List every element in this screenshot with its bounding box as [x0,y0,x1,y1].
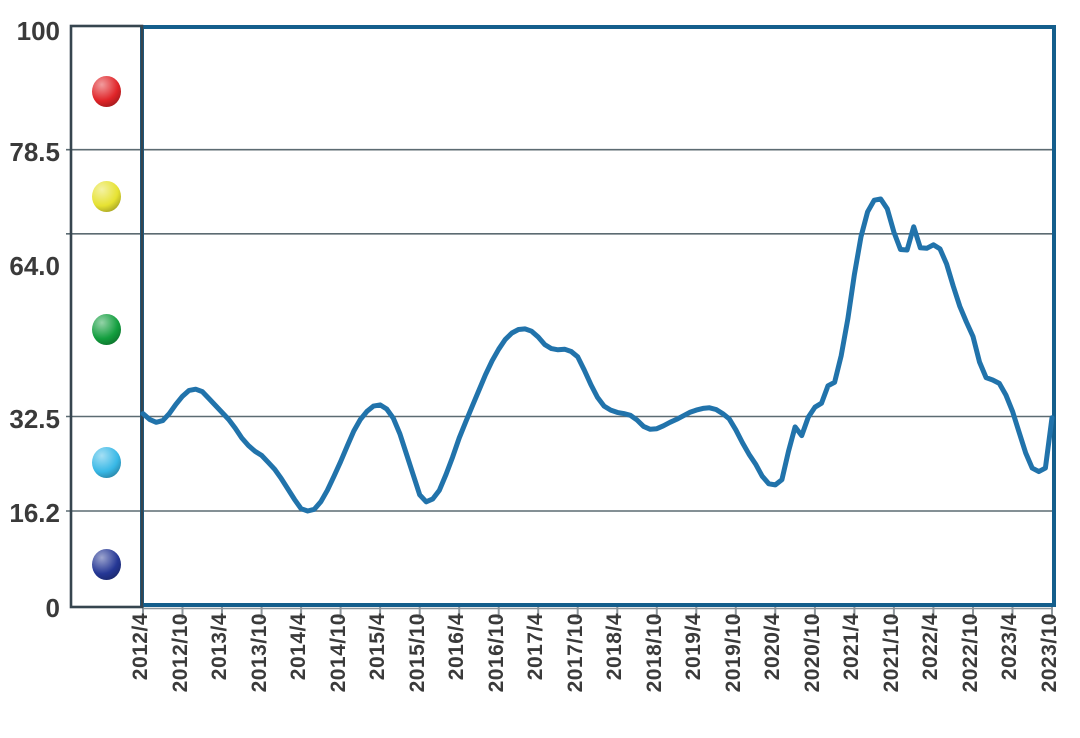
legend-ball-navy [92,549,121,580]
x-axis-label: 2014/10 [327,613,350,693]
x-axis-label: 2012/10 [169,613,192,693]
y-axis-label: 64.0 [9,251,60,281]
x-axis-label: 2015/10 [406,613,429,693]
x-axis-label: 2023/4 [998,613,1021,681]
plot-border [140,25,1056,607]
data-line [140,196,1055,514]
x-axis-label: 2016/4 [445,613,468,681]
y-axis-label: 78.5 [9,137,60,167]
x-axis-label: 2020/10 [801,613,824,693]
x-axis-label: 2012/4 [129,613,152,681]
legend-ball-cyan [92,447,121,478]
x-axis-label: 2021/4 [840,613,863,681]
legend-ball-yellow [92,181,121,212]
x-axis-label: 2017/4 [524,613,547,681]
x-axis-label: 2018/10 [643,613,666,693]
x-axis-label: 2023/10 [1038,613,1061,693]
y-axis-label: 16.2 [9,498,60,528]
x-axis-label: 2013/10 [248,613,271,693]
x-axis-label: 2016/10 [485,613,508,693]
x-axis-label: 2020/4 [761,613,784,681]
x-axis-label: 2022/4 [919,613,942,681]
y-axis-label: 0 [45,593,60,623]
legend-column-border [69,24,144,609]
x-axis-label: 2022/10 [959,613,982,693]
legend-ball-red [92,76,121,107]
x-axis-label: 2021/10 [880,613,903,693]
x-axis-label: 2017/10 [564,613,587,693]
x-axis-label: 2015/4 [366,613,389,681]
x-axis-label: 2013/4 [208,613,231,681]
x-axis-label: 2019/4 [682,613,705,681]
y-axis-label: 32.5 [9,404,60,434]
x-axis-label: 2018/4 [603,613,626,681]
x-axis-label: 2014/4 [287,613,310,681]
y-axis-label: 100 [16,16,60,46]
legend-ball-green [92,314,121,345]
x-axis-label: 2019/10 [722,613,745,693]
